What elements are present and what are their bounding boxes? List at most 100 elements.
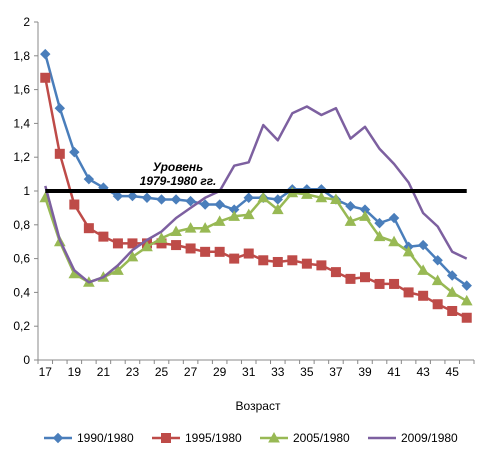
data-point — [54, 102, 66, 114]
series-line — [44, 53, 468, 287]
data-point — [156, 194, 167, 205]
legend-swatch-marker — [161, 433, 171, 443]
data-point — [345, 273, 356, 284]
data-point — [418, 290, 429, 301]
legend-label: 1995/1980 — [185, 431, 242, 445]
y-tick-label: 0,6 — [13, 252, 30, 266]
x-tick-label: 35 — [300, 365, 314, 379]
data-point — [417, 264, 429, 275]
data-point — [141, 240, 153, 252]
data-point — [301, 258, 312, 269]
reference-line-annotation-line1: Уровень — [153, 160, 203, 174]
data-point — [272, 256, 283, 267]
data-point — [461, 312, 472, 323]
data-point — [185, 195, 196, 207]
x-tick-label: 33 — [271, 365, 285, 379]
x-tick-label: 21 — [97, 365, 111, 379]
y-tick-label: 2 — [23, 15, 30, 29]
series-1 — [40, 48, 472, 291]
data-point — [388, 235, 400, 247]
data-point — [83, 173, 95, 185]
series-line — [44, 105, 468, 284]
data-point — [141, 192, 153, 203]
data-point — [199, 222, 211, 233]
data-point — [112, 264, 124, 275]
data-point — [40, 72, 51, 83]
data-point — [155, 232, 168, 243]
data-point — [374, 278, 385, 289]
data-point — [185, 243, 196, 254]
data-point — [258, 255, 269, 266]
data-point — [69, 199, 80, 210]
data-point — [315, 191, 328, 203]
x-tick-label: 43 — [416, 365, 430, 379]
data-point — [200, 246, 211, 257]
data-point — [373, 230, 386, 242]
data-point — [213, 215, 226, 226]
data-point — [112, 190, 124, 202]
x-axis-ticks: 17 19 21 23 25 27 29 31 33 35 37 39 41 43 45 — [37, 360, 475, 379]
data-point — [242, 208, 255, 220]
data-point — [127, 190, 138, 202]
legend-item-3: 2005/1980 — [260, 431, 350, 445]
data-point — [460, 294, 473, 306]
data-point — [431, 274, 444, 286]
data-point — [374, 217, 385, 229]
data-point — [69, 146, 80, 158]
y-tick-label: 0,2 — [13, 319, 30, 333]
data-point — [228, 210, 241, 221]
y-tick-label: 1,6 — [13, 83, 30, 97]
data-point — [184, 222, 197, 233]
data-point — [271, 203, 284, 215]
data-point — [170, 194, 182, 205]
data-point — [432, 299, 443, 310]
x-tick-label: 41 — [387, 365, 401, 379]
x-tick-label: 37 — [329, 365, 343, 379]
data-point — [257, 191, 270, 203]
data-point — [199, 199, 211, 210]
data-point — [330, 193, 342, 204]
data-point — [98, 231, 109, 242]
legend-item-1: 1990/1980 — [44, 431, 134, 445]
data-point — [330, 267, 341, 278]
x-tick-label: 31 — [242, 365, 256, 379]
data-point — [345, 201, 356, 212]
data-point — [316, 260, 327, 271]
x-tick-label: 27 — [184, 365, 198, 379]
data-point — [229, 253, 240, 264]
data-point — [447, 305, 458, 316]
data-point — [403, 287, 414, 298]
data-point — [126, 250, 139, 262]
data-point — [446, 270, 458, 281]
x-tick-label: 29 — [213, 365, 227, 379]
data-point — [287, 255, 298, 266]
y-tick-label: 1,4 — [13, 116, 30, 130]
x-tick-label: 23 — [126, 365, 140, 379]
data-point — [214, 199, 225, 210]
data-point — [54, 148, 65, 159]
y-tick-label: 0,4 — [13, 285, 30, 299]
y-tick-label: 0 — [23, 353, 30, 367]
data-point — [417, 239, 429, 251]
reference-line-annotation-line2: 1979-1980 гг. — [140, 174, 217, 188]
y-tick-label: 0,8 — [13, 218, 30, 232]
x-tick-label: 39 — [358, 365, 372, 379]
data-point — [127, 238, 138, 249]
data-point — [301, 188, 313, 199]
series-line — [44, 191, 468, 302]
data-point — [170, 225, 182, 237]
legend-label: 2009/1980 — [401, 431, 458, 445]
data-point — [40, 48, 51, 60]
legend: 1990/1980 1995/1980 2005/1980 2009/1980 — [44, 431, 458, 445]
data-point — [389, 278, 400, 289]
y-tick-label: 1,8 — [13, 49, 30, 63]
y-axis-ticks: 0 0,2 0,4 0,6 0,8 1 1,2 1,4 1,6 1,8 2 — [13, 15, 38, 367]
series-group — [39, 48, 473, 323]
x-tick-label: 17 — [39, 365, 53, 379]
data-point — [402, 245, 415, 257]
data-point — [214, 246, 225, 257]
legend-item-2: 1995/1980 — [152, 431, 242, 445]
legend-swatch-marker — [52, 432, 64, 444]
data-point — [112, 238, 123, 249]
data-point — [243, 248, 254, 259]
